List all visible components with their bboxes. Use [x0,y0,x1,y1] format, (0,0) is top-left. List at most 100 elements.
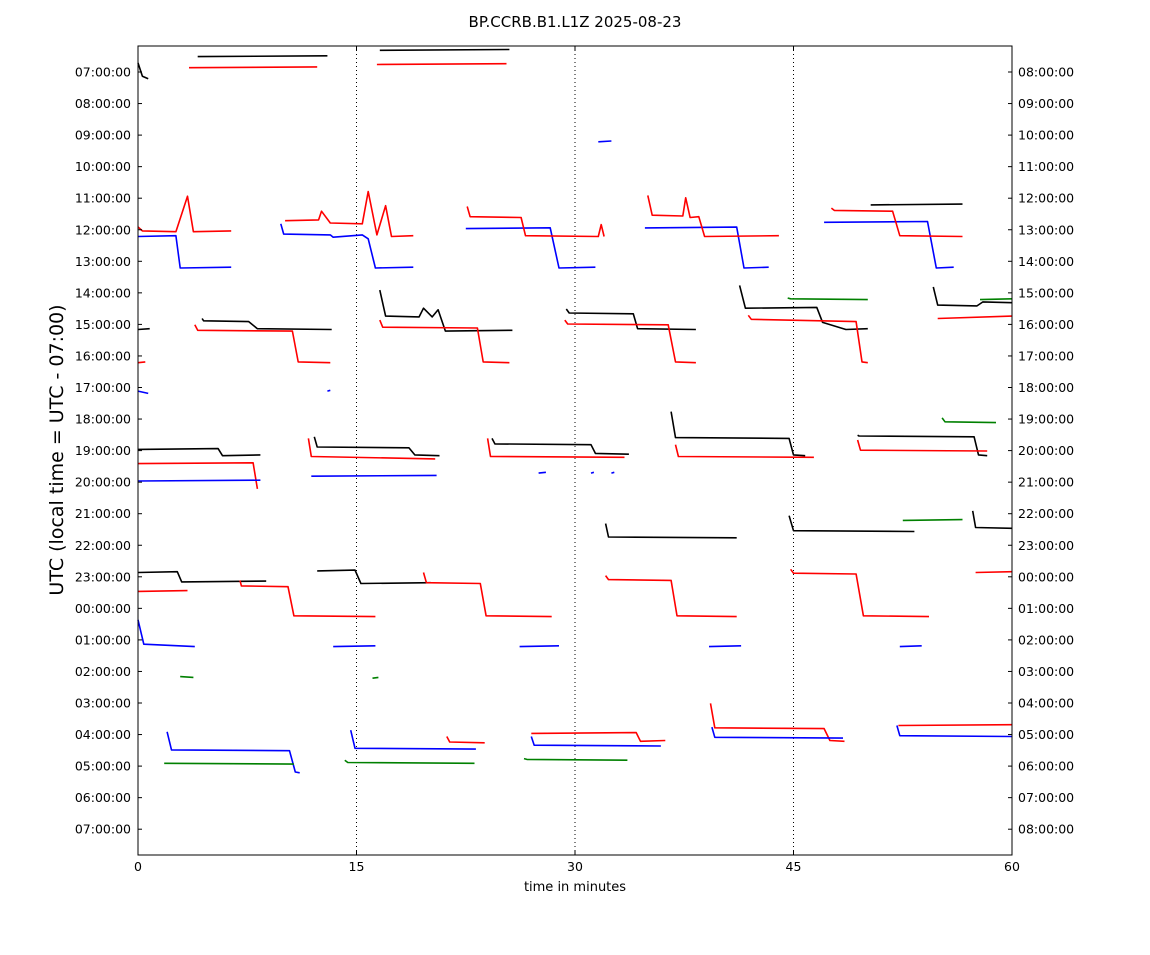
x-tick-label: 45 [786,859,802,874]
trace-line [194,324,331,364]
trace-line [280,223,414,269]
trace-line [137,462,259,490]
y-tick-label-left: 23:00:00 [75,569,131,584]
trace-line [902,518,963,522]
x-tick-label: 0 [134,859,142,874]
trace-line [857,434,988,457]
trace-line [932,286,1013,307]
axis-ticks [137,46,1013,855]
trace-line [372,676,379,679]
y-tick-label-right: 07:00:00 [1018,790,1074,805]
y-tick-label-right: 03:00:00 [1018,664,1074,679]
trace-line [137,447,261,457]
trace-line [647,195,779,238]
y-tick-label-right: 08:00:00 [1018,65,1074,80]
x-axis-labels: 0 15 30 45 60 [134,859,1020,874]
trace-line [604,575,737,618]
trace-line [856,439,988,452]
trace-line [896,725,1013,738]
trace-line [604,523,737,539]
trace-line [979,298,1013,301]
x-tick-label: 60 [1004,859,1020,874]
trace-line [531,731,666,743]
trace-line [307,438,436,460]
y-tick-label-left: 02:00:00 [75,664,131,679]
y-tick-label-left: 14:00:00 [75,285,131,300]
trace-line [747,314,868,364]
trace-line [564,319,696,364]
y-tick-label-right: 19:00:00 [1018,412,1074,427]
trace-line [446,736,485,744]
trace-line [379,48,510,52]
trace-line [344,759,475,765]
trace-line [644,226,769,269]
trace-line [941,417,997,424]
trace-line [937,315,1013,320]
trace-line [197,55,328,58]
trace-line [486,438,625,459]
trace-line [824,220,954,269]
trace-line [285,190,414,238]
trace-line [971,510,1013,530]
trace-line [466,206,605,238]
trace-line [788,515,915,533]
trace-line [137,327,150,331]
y-axis-title: UTC (local time = UTC - 07:00) [46,304,68,595]
trace-line [201,318,332,331]
trace-line [598,140,612,143]
trace-line [899,645,922,648]
trace-line [333,645,376,648]
trace-line [898,723,1013,727]
y-tick-label-right: 20:00:00 [1018,443,1074,458]
y-tick-label-right: 12:00:00 [1018,191,1074,206]
y-tick-label-left: 07:00:00 [75,65,131,80]
trace-line [137,589,188,593]
x-axis-title: time in minutes [524,880,626,895]
grid-lines [356,46,794,855]
y-tick-label-left: 12:00:00 [75,222,131,237]
trace-line [670,411,806,457]
y-tick-label-right: 08:00:00 [1018,822,1074,837]
y-tick-label-left: 03:00:00 [75,696,131,711]
y-tick-label-right: 11:00:00 [1018,159,1074,174]
trace-line [565,308,696,331]
trace-line [317,569,431,585]
trace-line [137,390,149,395]
y-tick-label-right: 10:00:00 [1018,128,1074,143]
trace-line [538,471,546,474]
y-tick-label-left: 05:00:00 [75,759,131,774]
trace-line [349,730,476,750]
trace-line [188,66,318,69]
trace-line [164,762,294,765]
y-tick-label-right: 06:00:00 [1018,759,1074,774]
y-tick-label-left: 04:00:00 [75,727,131,742]
y-tick-label-left: 22:00:00 [75,538,131,553]
y-tick-label-left: 19:00:00 [75,443,131,458]
trace-line [327,389,331,392]
x-tick-label: 30 [567,859,583,874]
trace-line [465,227,596,269]
trace-line [975,570,1013,574]
y-tick-label-right: 22:00:00 [1018,506,1074,521]
trace-line [137,570,267,583]
y-tick-label-right: 00:00:00 [1018,569,1074,584]
y-tick-label-left: 09:00:00 [75,128,131,143]
trace-line [311,474,437,477]
y-tick-label-left: 15:00:00 [75,317,131,332]
y-tick-label-right: 05:00:00 [1018,727,1074,742]
y-tick-label-right: 01:00:00 [1018,601,1074,616]
trace-line [711,726,844,739]
chart-title: BP.CCRB.B1.L1Z 2025-08-23 [469,13,682,31]
trace-line [137,195,232,233]
trace-line [137,619,195,648]
trace-line [789,568,930,618]
y-tick-label-left: 01:00:00 [75,632,131,647]
trace-line [491,438,629,455]
y-tick-label-right: 04:00:00 [1018,696,1074,711]
trace-line [137,479,261,482]
y-tick-label-left: 21:00:00 [75,506,131,521]
trace-line [239,580,376,618]
trace-line [708,645,742,648]
trace-line [674,444,814,459]
trace-line [870,203,963,206]
